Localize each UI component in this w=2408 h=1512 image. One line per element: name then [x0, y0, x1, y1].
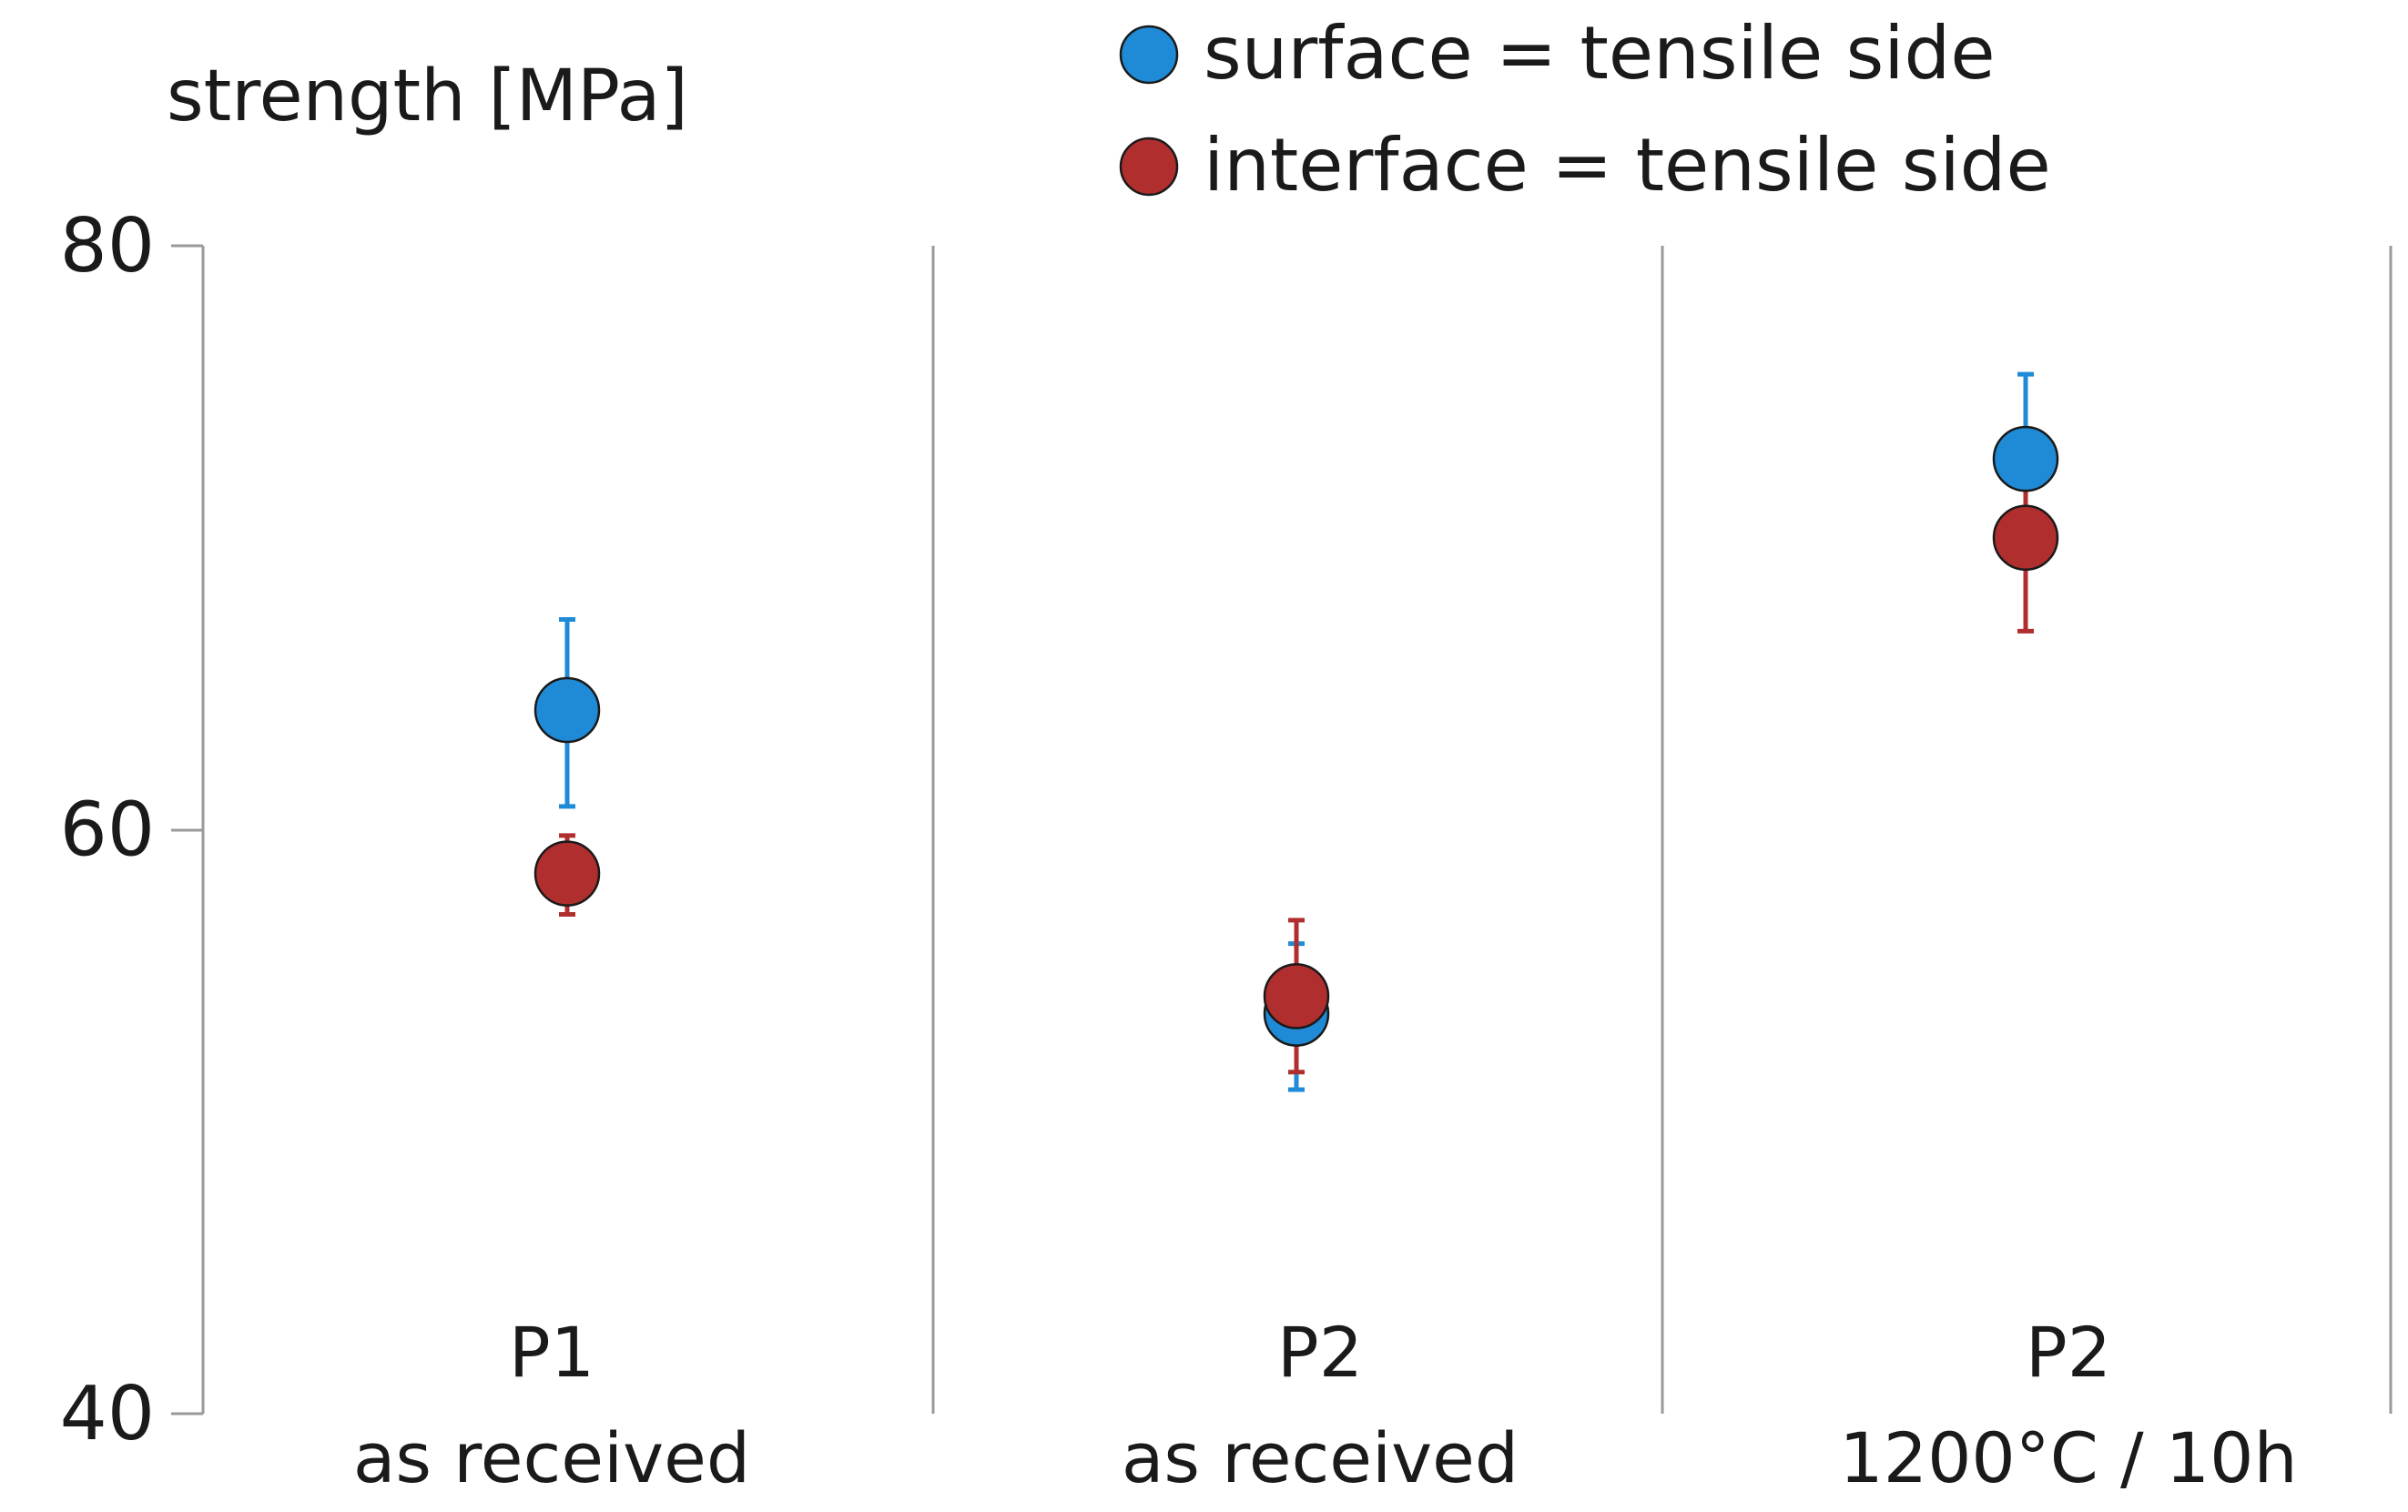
data-point-s2-c1 — [533, 840, 601, 907]
y-tick-label-40: 40 — [60, 1371, 155, 1457]
data-point-s1-c1 — [533, 676, 601, 744]
x-category-label-2-line2: as received — [1122, 1417, 1519, 1498]
y-tick-label-80: 80 — [60, 203, 155, 289]
data-marks — [533, 371, 2059, 1092]
y-tick-labels: 40 60 80 — [60, 203, 155, 1457]
data-point-s2-c3 — [1992, 504, 2059, 571]
data-point-s1-c3 — [1992, 425, 2059, 492]
x-category-label-1-line2: as received — [353, 1417, 750, 1498]
legend: surface = tensile side interface = tensil… — [1119, 11, 2051, 208]
x-category-labels: P1 as received P2 as received P2 1200°C / 10h — [353, 1312, 2298, 1498]
data-point-s2-c2 — [1263, 963, 1330, 1030]
x-category-label-2-line1: P2 — [1277, 1312, 1363, 1393]
y-axis-label: strength [MPa] — [167, 56, 688, 137]
legend-marker-2 — [1119, 137, 1179, 197]
x-category-label-1-line1: P1 — [509, 1312, 594, 1393]
y-tick-label-60: 60 — [60, 787, 155, 874]
x-category-label-3-line1: P2 — [2026, 1312, 2111, 1393]
legend-marker-1 — [1119, 25, 1179, 85]
legend-label-1: surface = tensile side — [1204, 11, 1996, 96]
axes — [171, 244, 2393, 1416]
legend-label-2: interface = tensile side — [1204, 123, 2051, 208]
x-category-label-3-line2: 1200°C / 10h — [1839, 1417, 2297, 1498]
